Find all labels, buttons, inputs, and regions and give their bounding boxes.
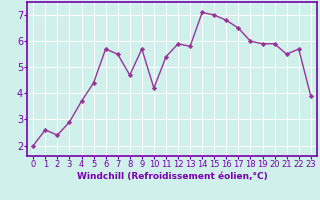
X-axis label: Windchill (Refroidissement éolien,°C): Windchill (Refroidissement éolien,°C) — [76, 172, 268, 181]
